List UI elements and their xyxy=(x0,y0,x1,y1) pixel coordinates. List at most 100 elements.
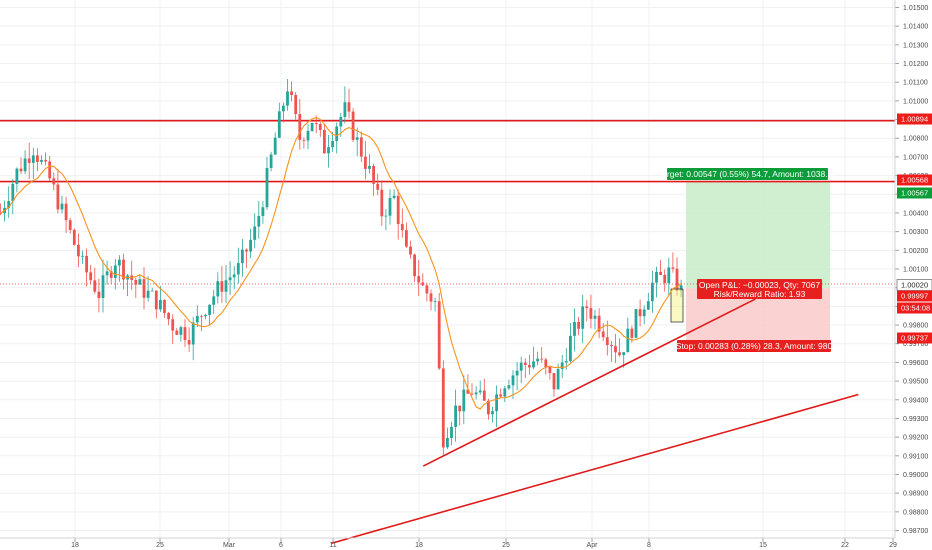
candle-body xyxy=(499,394,503,397)
candle-body xyxy=(556,368,560,390)
candle-body xyxy=(487,400,490,415)
candle-body xyxy=(15,168,19,184)
candle-body xyxy=(122,259,125,280)
candlestick-series xyxy=(0,78,684,456)
candle-body xyxy=(593,315,597,319)
candle-body xyxy=(163,300,166,314)
candle-body xyxy=(343,102,347,117)
candle-body xyxy=(511,375,515,386)
candle-body xyxy=(179,327,183,335)
y-tick-label: 0.98800 xyxy=(903,509,928,516)
candle-body xyxy=(605,337,609,346)
candle-body xyxy=(573,322,576,336)
candle-body xyxy=(101,275,105,299)
x-tick-label: 25 xyxy=(502,542,510,549)
candle-body xyxy=(241,249,244,264)
candle-body xyxy=(532,361,535,368)
y-tick-label: 0.99200 xyxy=(903,435,928,442)
candle-body xyxy=(269,154,273,169)
candle-body xyxy=(663,274,667,284)
candle-body xyxy=(191,322,195,345)
candle-body xyxy=(581,306,585,329)
candle-body xyxy=(236,263,240,275)
candle-body xyxy=(52,178,56,185)
y-tick-label: 0.99300 xyxy=(903,416,928,423)
candle-body xyxy=(474,392,478,395)
candle-body xyxy=(154,290,158,310)
y-tick-label: 1.01200 xyxy=(903,61,928,68)
candle-body xyxy=(89,272,93,281)
candle-body xyxy=(56,184,60,210)
candle-body xyxy=(245,249,248,252)
y-tick-label: 0.99100 xyxy=(903,453,928,460)
candle-body xyxy=(548,367,552,373)
moving-average xyxy=(0,117,682,410)
candle-body xyxy=(642,309,646,317)
y-tick-label: 0.99000 xyxy=(903,472,928,479)
candle-body xyxy=(282,105,285,112)
candle-body xyxy=(355,137,359,140)
candle-body xyxy=(470,393,474,395)
y-tick-label: 0.98700 xyxy=(903,528,928,535)
candle-body xyxy=(392,195,396,198)
candle-body xyxy=(396,195,400,225)
candle-body xyxy=(146,290,150,298)
candle-body xyxy=(253,226,257,240)
candle-body xyxy=(441,368,445,448)
candle-body xyxy=(589,308,593,319)
y-tick-label: 1.00200 xyxy=(903,248,928,255)
selected-candle-box xyxy=(670,288,684,323)
candle-body xyxy=(85,255,88,273)
candle-body xyxy=(167,313,170,320)
price-tag xyxy=(897,302,932,314)
y-tick-label: 1.00700 xyxy=(903,154,928,161)
candle-body xyxy=(298,114,302,140)
candle-body xyxy=(261,207,265,216)
trendline xyxy=(422,298,756,467)
candle-body xyxy=(466,389,470,394)
candle-body xyxy=(523,362,527,365)
candle-body xyxy=(232,274,236,278)
candle-body xyxy=(458,405,462,412)
moving-average-line xyxy=(0,117,682,410)
x-tick-label: 18 xyxy=(415,542,423,549)
candle-body xyxy=(569,335,572,362)
candle-body xyxy=(118,259,121,266)
candle-body xyxy=(171,319,175,331)
candle-body xyxy=(159,300,162,310)
candle-body xyxy=(318,123,322,131)
candle-body xyxy=(347,102,351,112)
candle-body xyxy=(212,296,216,305)
candle-body xyxy=(323,130,326,154)
candle-body xyxy=(601,331,605,338)
pnl-label: Open P&L: −0.00023, Qty: 7067 xyxy=(699,280,820,290)
x-tick-label: 29 xyxy=(889,542,897,549)
candle-body xyxy=(265,168,269,208)
candle-body xyxy=(667,267,671,284)
candle-body xyxy=(618,352,621,356)
candle-body xyxy=(257,215,261,227)
candle-body xyxy=(540,358,544,360)
candle-body xyxy=(327,147,330,154)
candle-body xyxy=(228,277,232,281)
candle-body xyxy=(302,139,306,141)
candle-body xyxy=(109,271,113,278)
candle-body xyxy=(671,267,675,269)
y-tick-label: 0.98900 xyxy=(903,491,928,498)
price-tag-label: 1.00567 xyxy=(901,189,928,198)
candle-body xyxy=(425,285,429,294)
y-tick-label: 1.01000 xyxy=(903,98,928,105)
x-tick-label: Mar xyxy=(223,542,236,549)
x-tick-label: 22 xyxy=(841,542,849,549)
x-tick-label: 6 xyxy=(279,542,283,549)
candle-body xyxy=(544,359,548,368)
candle-body xyxy=(68,220,72,230)
candle-body xyxy=(273,137,277,155)
candle-body xyxy=(372,165,375,184)
candle-body xyxy=(400,224,404,231)
candle-body xyxy=(19,168,23,172)
candle-body xyxy=(306,130,310,141)
candle-body xyxy=(97,291,101,299)
candle-body xyxy=(208,304,211,315)
